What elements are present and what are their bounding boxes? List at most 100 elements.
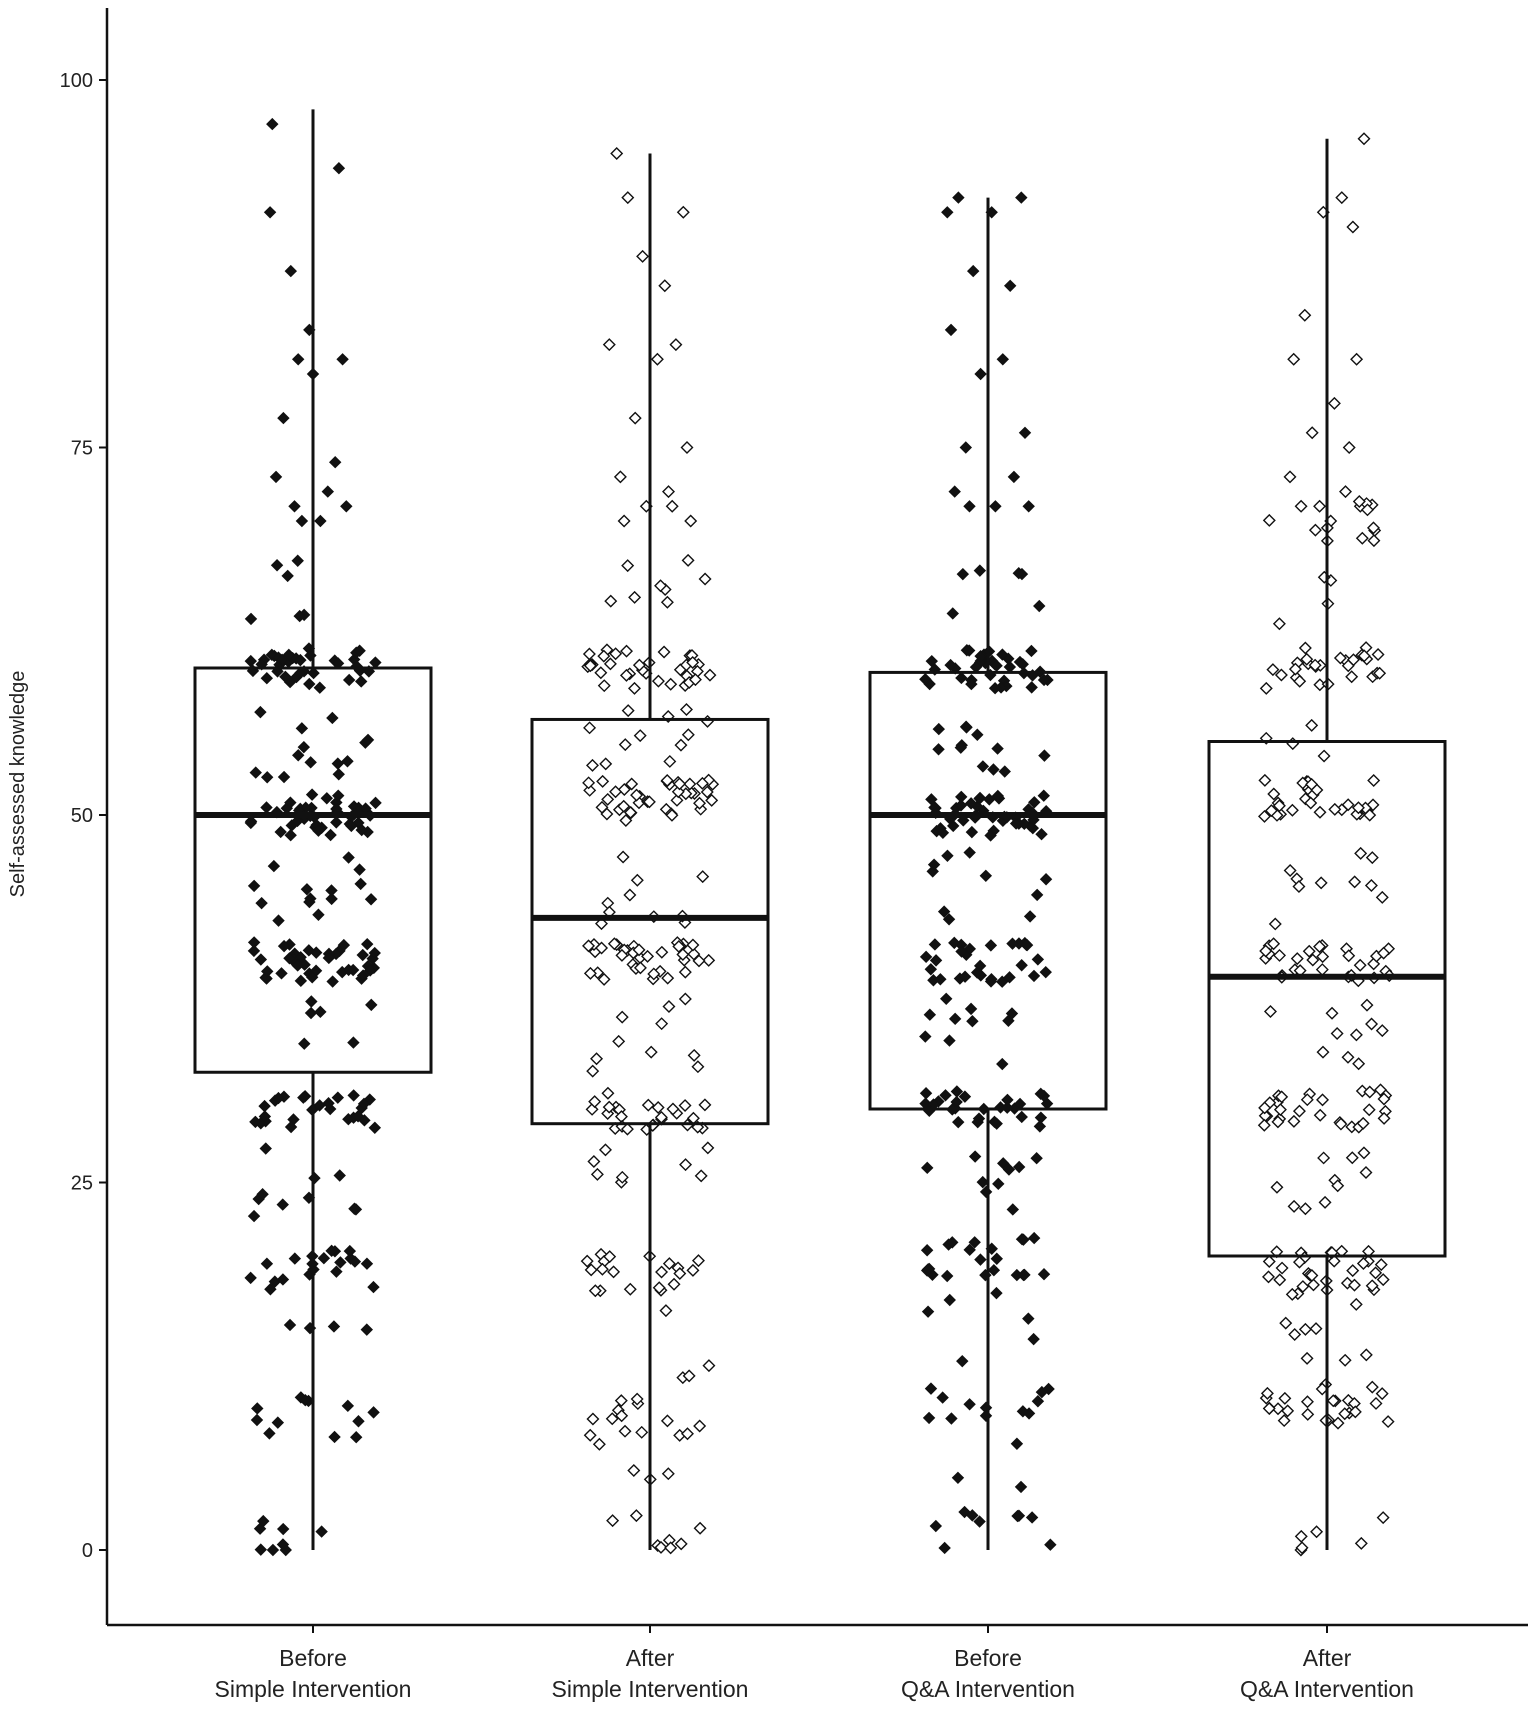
- filled-diamond-point: [965, 677, 978, 691]
- open-diamond-point: [647, 967, 661, 981]
- open-diamond-point: [1316, 950, 1330, 964]
- filled-diamond-point: [954, 741, 968, 754]
- filled-diamond-point: [1025, 1511, 1039, 1524]
- open-diamond-point: [679, 703, 693, 717]
- filled-diamond-point: [256, 1188, 269, 1201]
- open-diamond-point: [1362, 1103, 1376, 1117]
- filled-diamond-point: [1006, 1203, 1020, 1216]
- filled-diamond-point: [284, 264, 298, 278]
- open-diamond-point: [1305, 1269, 1319, 1283]
- open-diamond-point: [1275, 1261, 1289, 1275]
- filled-diamond-point: [291, 814, 304, 828]
- filled-diamond-point: [937, 905, 951, 918]
- open-diamond-point: [1316, 1093, 1330, 1107]
- open-diamond-point: [623, 888, 637, 902]
- open-diamond-point: [1365, 851, 1379, 865]
- filled-diamond-point: [347, 1089, 360, 1102]
- open-diamond-point: [1294, 499, 1308, 513]
- open-diamond-point: [1273, 948, 1286, 962]
- open-diamond-point: [676, 205, 690, 219]
- open-diamond-point: [1326, 1394, 1340, 1408]
- filled-diamond-point: [357, 1097, 371, 1111]
- open-diamond-point: [629, 1509, 643, 1523]
- open-diamond-point: [586, 1064, 600, 1078]
- open-diamond-point: [1325, 1006, 1339, 1020]
- open-diamond-point: [612, 1034, 626, 1048]
- open-diamond-point: [1292, 880, 1306, 894]
- filled-diamond-point: [942, 913, 956, 926]
- filled-diamond-point: [260, 1257, 274, 1270]
- filled-diamond-point: [288, 500, 301, 513]
- filled-diamond-point: [1035, 1385, 1049, 1399]
- open-diamond-point: [628, 681, 641, 695]
- open-diamond-point: [702, 1359, 716, 1373]
- open-diamond-point: [655, 1017, 669, 1031]
- open-diamond-point: [1258, 1101, 1272, 1115]
- filled-diamond-point: [244, 654, 257, 668]
- filled-diamond-point: [293, 609, 306, 623]
- x-tick-label: After: [1303, 1645, 1352, 1671]
- open-diamond-point: [607, 1265, 621, 1279]
- filled-diamond-point: [363, 964, 377, 977]
- open-diamond-point: [1352, 1057, 1366, 1071]
- filled-diamond-point: [1022, 1312, 1035, 1325]
- open-diamond-point: [1278, 1391, 1292, 1405]
- filled-diamond-point: [345, 819, 358, 833]
- open-diamond-point: [671, 785, 685, 799]
- filled-diamond-point: [312, 824, 325, 837]
- filled-diamond-point: [963, 942, 977, 956]
- open-diamond-point: [1360, 998, 1374, 1012]
- filled-diamond-point: [1038, 749, 1051, 762]
- filled-diamond-point: [279, 670, 292, 684]
- filled-diamond-point: [1030, 1152, 1043, 1165]
- filled-diamond-point: [979, 1409, 993, 1422]
- open-diamond-point: [1288, 662, 1302, 676]
- open-diamond-point: [670, 793, 684, 807]
- filled-diamond-point: [979, 869, 993, 883]
- open-diamond-point: [1287, 352, 1301, 366]
- filled-diamond-point: [330, 1265, 343, 1278]
- open-diamond-point: [1327, 396, 1341, 410]
- open-diamond-point: [1354, 1536, 1368, 1550]
- filled-diamond-point: [320, 792, 333, 805]
- filled-diamond-point: [987, 1263, 1001, 1277]
- filled-diamond-point: [347, 1036, 360, 1049]
- filled-diamond-point: [341, 1399, 355, 1413]
- open-diamond-point: [1294, 1529, 1308, 1543]
- open-diamond-point: [1338, 1407, 1352, 1421]
- filled-diamond-point: [984, 975, 998, 988]
- open-diamond-point: [681, 728, 695, 742]
- open-diamond-point: [641, 1098, 655, 1112]
- open-diamond-point: [604, 594, 618, 608]
- open-diamond-point: [1333, 651, 1347, 665]
- filled-diamond-point: [369, 656, 382, 669]
- filled-diamond-point: [971, 1115, 984, 1129]
- open-diamond-point: [1315, 963, 1329, 977]
- open-diamond-point: [1354, 846, 1368, 860]
- open-diamond-point: [615, 948, 629, 962]
- filled-diamond-point: [976, 1175, 989, 1189]
- open-diamond-point: [698, 572, 712, 586]
- filled-diamond-point: [292, 749, 305, 762]
- open-diamond-point: [695, 776, 709, 790]
- filled-diamond-point: [1044, 1538, 1057, 1551]
- open-diamond-point: [1367, 534, 1381, 548]
- filled-diamond-point: [303, 895, 316, 909]
- open-diamond-point: [693, 796, 707, 810]
- open-diamond-point: [621, 559, 635, 573]
- open-diamond-point: [703, 668, 717, 682]
- open-diamond-point: [614, 1394, 628, 1408]
- open-diamond-point: [630, 873, 644, 887]
- open-diamond-point: [1377, 1111, 1391, 1125]
- filled-diamond-point: [307, 666, 320, 680]
- open-diamond-point: [597, 649, 611, 663]
- open-diamond-point: [619, 668, 633, 682]
- open-diamond-point: [1374, 1083, 1388, 1097]
- filled-diamond-point: [353, 863, 366, 876]
- filled-diamond-point: [963, 500, 976, 513]
- filled-diamond-point: [989, 500, 1002, 513]
- filled-diamond-point: [922, 1262, 936, 1276]
- filled-diamond-point: [343, 1244, 357, 1258]
- filled-diamond-point: [260, 801, 273, 814]
- open-diamond-point: [700, 785, 714, 799]
